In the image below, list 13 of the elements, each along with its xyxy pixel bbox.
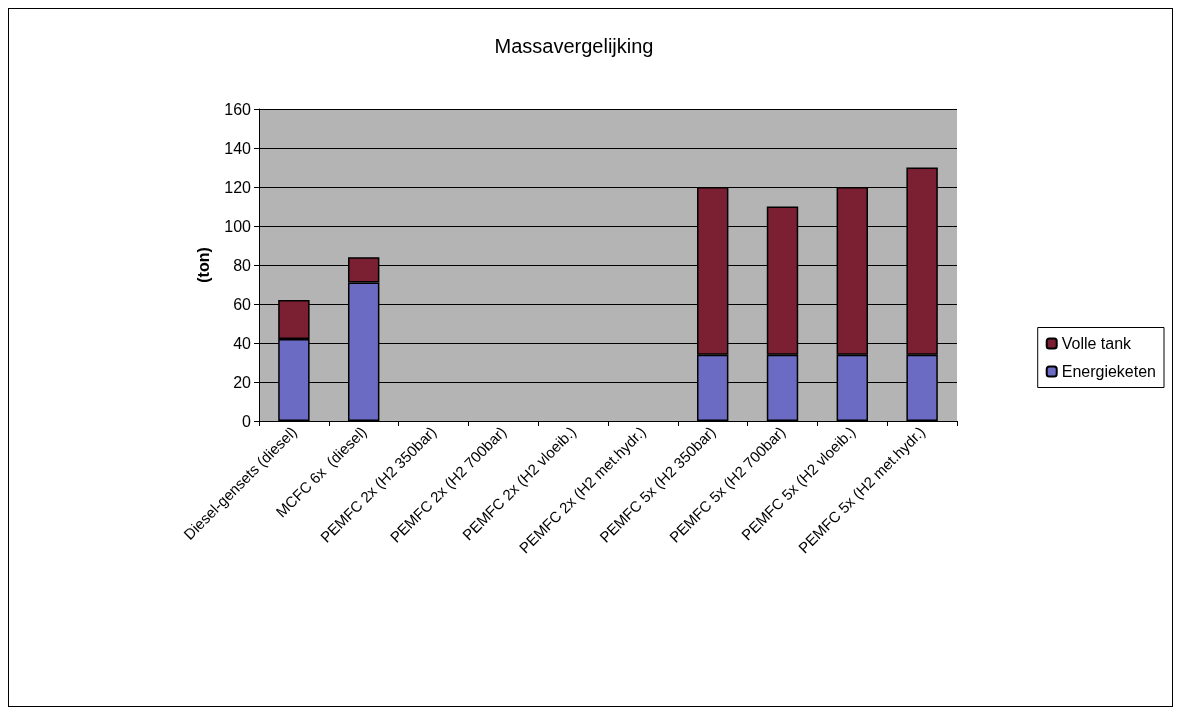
y-tick-label: 0 [242,412,252,430]
y-tick-label: 100 [224,217,252,235]
y-tick-label: 20 [233,373,252,391]
y-tick-label: 60 [233,295,252,313]
y-tick-label: 80 [233,256,252,274]
y-tick-label: 140 [224,139,252,157]
y-axis-title: (ton) [194,247,212,283]
chart-title: Massavergelijking [494,35,654,57]
legend-label: Energieketen [1061,363,1157,380]
legend-label: Volle tank [1061,335,1133,352]
y-tick-label: 40 [233,334,252,352]
y-tick-label: 120 [224,178,252,196]
y-tick-label: 160 [224,100,252,118]
